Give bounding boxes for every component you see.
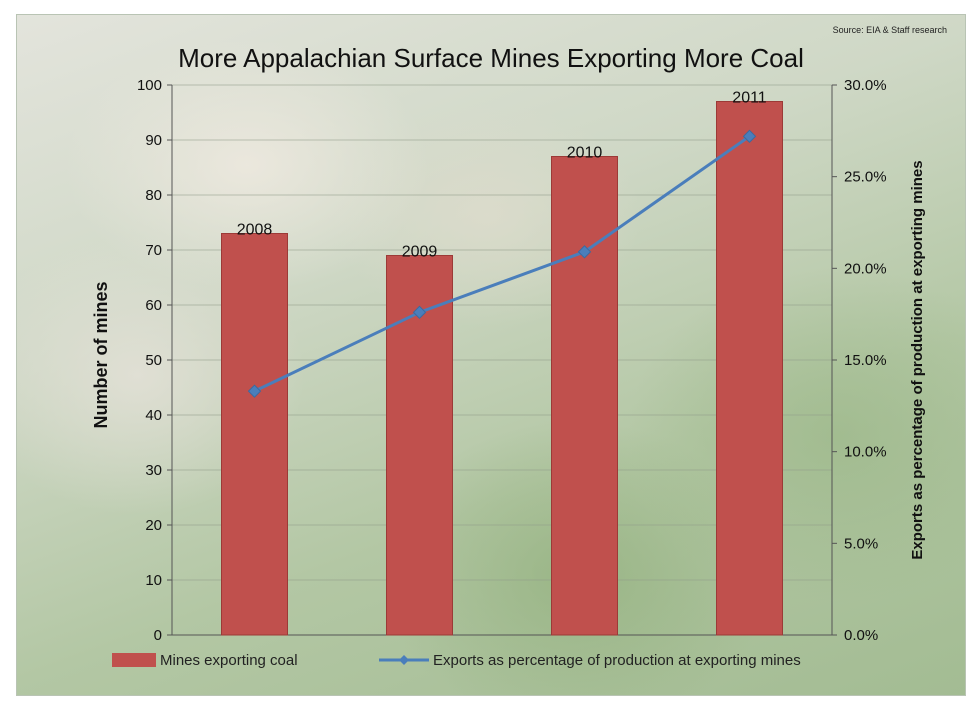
legend: Mines exporting coal Exports as percenta… [112, 652, 801, 669]
y-tick-label: 20 [145, 517, 162, 534]
chart: Source: EIA & Staff research More Appala… [91, 25, 947, 669]
y2-tick-label: 20.0% [844, 260, 887, 277]
y2-tick-label: 30.0% [844, 77, 887, 94]
chart-title: More Appalachian Surface Mines Exporting… [178, 43, 804, 73]
bar-label: 2008 [237, 222, 273, 239]
legend-marker-exports [399, 655, 409, 665]
y-axis-title: Number of mines [91, 281, 111, 428]
y2-tick-label: 0.0% [844, 627, 878, 644]
bar [221, 233, 288, 636]
line-series [247, 129, 757, 398]
y-tick-label: 40 [145, 407, 162, 424]
line-point [247, 384, 262, 398]
y-tick-label: 80 [145, 187, 162, 204]
source-note: Source: EIA & Staff research [833, 25, 947, 35]
y-tick-label: 90 [145, 132, 162, 149]
y2-tick-label: 15.0% [844, 352, 887, 369]
y-tick-label: 30 [145, 462, 162, 479]
y2-tick-label: 5.0% [844, 535, 878, 552]
bar-series [221, 101, 783, 636]
bar [551, 156, 618, 636]
legend-label-exports: Exports as percentage of production at e… [433, 652, 801, 669]
legend-label-mines: Mines exporting coal [160, 652, 298, 669]
line-point [742, 129, 757, 144]
y2-axis-title: Exports as percentage of production at e… [909, 160, 926, 559]
bar-label: 2009 [402, 244, 438, 261]
bar-label: 2011 [732, 90, 767, 107]
y-tick-label: 0 [154, 627, 162, 644]
axes: 0 10 20 30 40 50 60 70 80 90 100 0.0% 5.0% 10.0% 15.0%… [137, 77, 887, 644]
y-tick-label: 100 [137, 77, 162, 94]
legend-swatch-mines [112, 653, 156, 667]
y2-tick-label: 10.0% [844, 444, 887, 461]
bar-label: 2010 [567, 145, 603, 162]
y2-tick-label: 25.0% [844, 169, 887, 186]
line-point [577, 245, 592, 259]
line-point [412, 305, 427, 320]
y-tick-label: 60 [145, 297, 162, 314]
y-tick-label: 50 [145, 352, 162, 369]
y-tick-label: 70 [145, 242, 162, 259]
chart-frame: Source: EIA & Staff research More Appala… [16, 14, 966, 696]
y-tick-label: 10 [145, 572, 162, 589]
series-line [253, 135, 751, 393]
bar [716, 101, 783, 636]
data-labels: 2008 2009 2010 2011 [237, 90, 767, 261]
